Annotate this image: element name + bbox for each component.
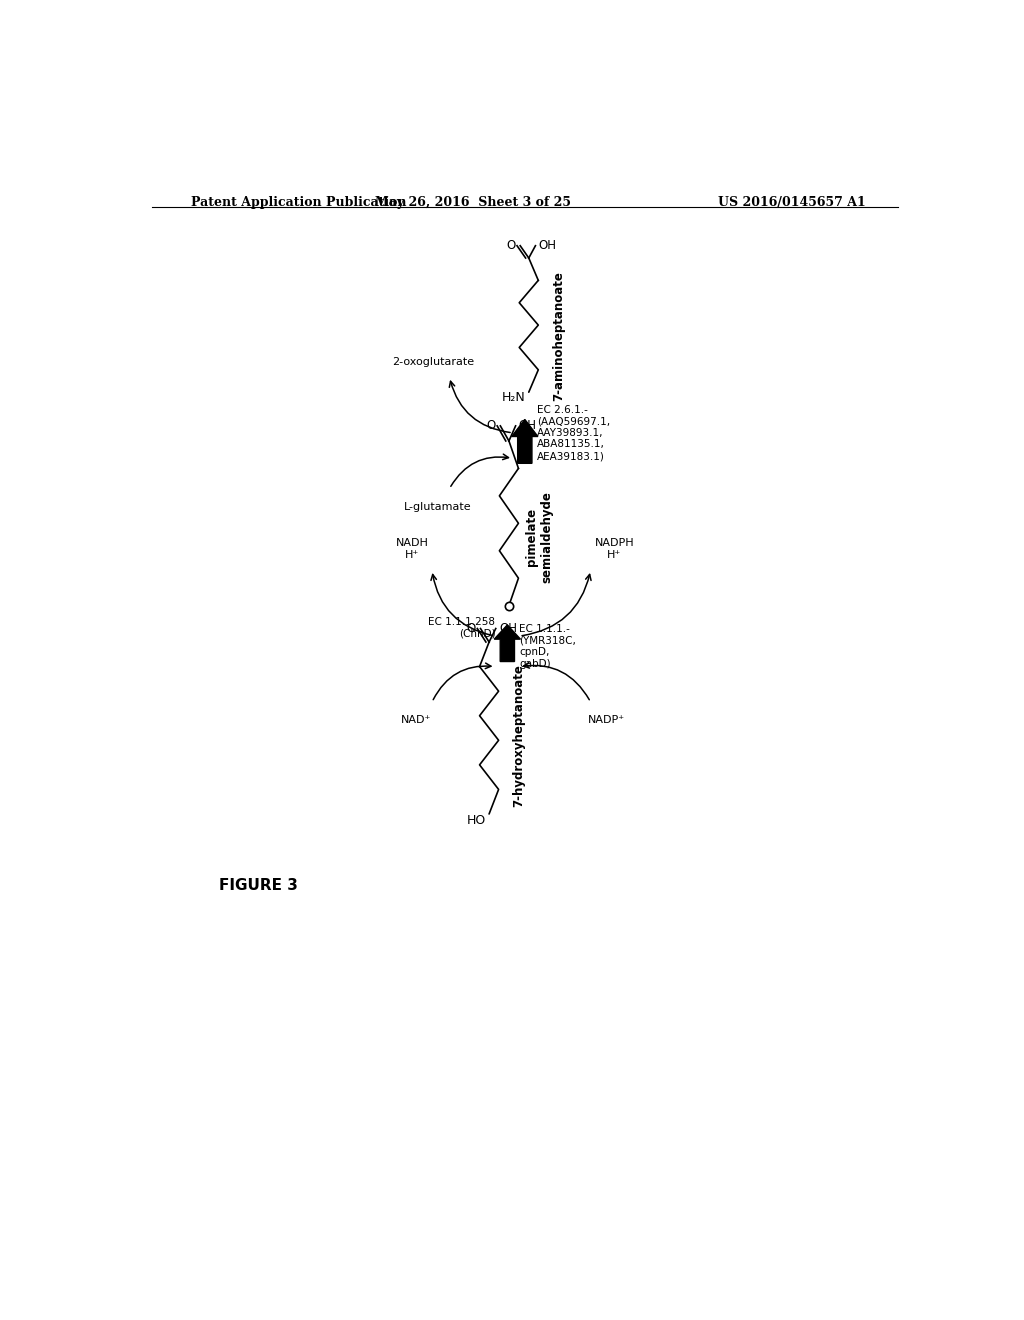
- Text: EC 1.1.1.-
(YMR318C,
cpnD,
gabD): EC 1.1.1.- (YMR318C, cpnD, gabD): [519, 624, 577, 669]
- Text: L-glutamate: L-glutamate: [403, 502, 471, 512]
- Text: 2-oxoglutarate: 2-oxoglutarate: [392, 356, 474, 367]
- Text: pimelate
semialdehyde: pimelate semialdehyde: [525, 491, 553, 583]
- Text: O: O: [506, 239, 515, 252]
- Text: 7-aminoheptanoate: 7-aminoheptanoate: [552, 272, 565, 401]
- Text: NAD⁺: NAD⁺: [400, 715, 431, 726]
- FancyArrow shape: [495, 624, 520, 661]
- Text: OH: OH: [539, 239, 557, 252]
- Text: May 26, 2016  Sheet 3 of 25: May 26, 2016 Sheet 3 of 25: [375, 195, 571, 209]
- Text: NADP⁺: NADP⁺: [588, 715, 625, 726]
- Text: US 2016/0145657 A1: US 2016/0145657 A1: [718, 195, 866, 209]
- Text: HO: HO: [467, 813, 486, 826]
- Text: Patent Application Publication: Patent Application Publication: [191, 195, 407, 209]
- Text: OH: OH: [519, 420, 537, 433]
- Text: FIGURE 3: FIGURE 3: [219, 878, 298, 892]
- Text: OH: OH: [499, 622, 517, 635]
- Text: H₂N: H₂N: [502, 391, 525, 404]
- Text: O: O: [486, 420, 496, 433]
- Text: EC 2.6.1.-
(AAQ59697.1,
AAY39893.1,
ABA81135.1,
AEA39183.1): EC 2.6.1.- (AAQ59697.1, AAY39893.1, ABA8…: [537, 405, 610, 461]
- Text: NADH
H⁺: NADH H⁺: [395, 539, 429, 560]
- Text: EC 1.1.1.258
(ChnD): EC 1.1.1.258 (ChnD): [428, 618, 496, 639]
- Text: NADPH
H⁺: NADPH H⁺: [595, 539, 634, 560]
- FancyArrow shape: [512, 420, 538, 463]
- Text: 7-hydroxyheptanoate: 7-hydroxyheptanoate: [513, 664, 525, 807]
- Text: O: O: [467, 622, 476, 635]
